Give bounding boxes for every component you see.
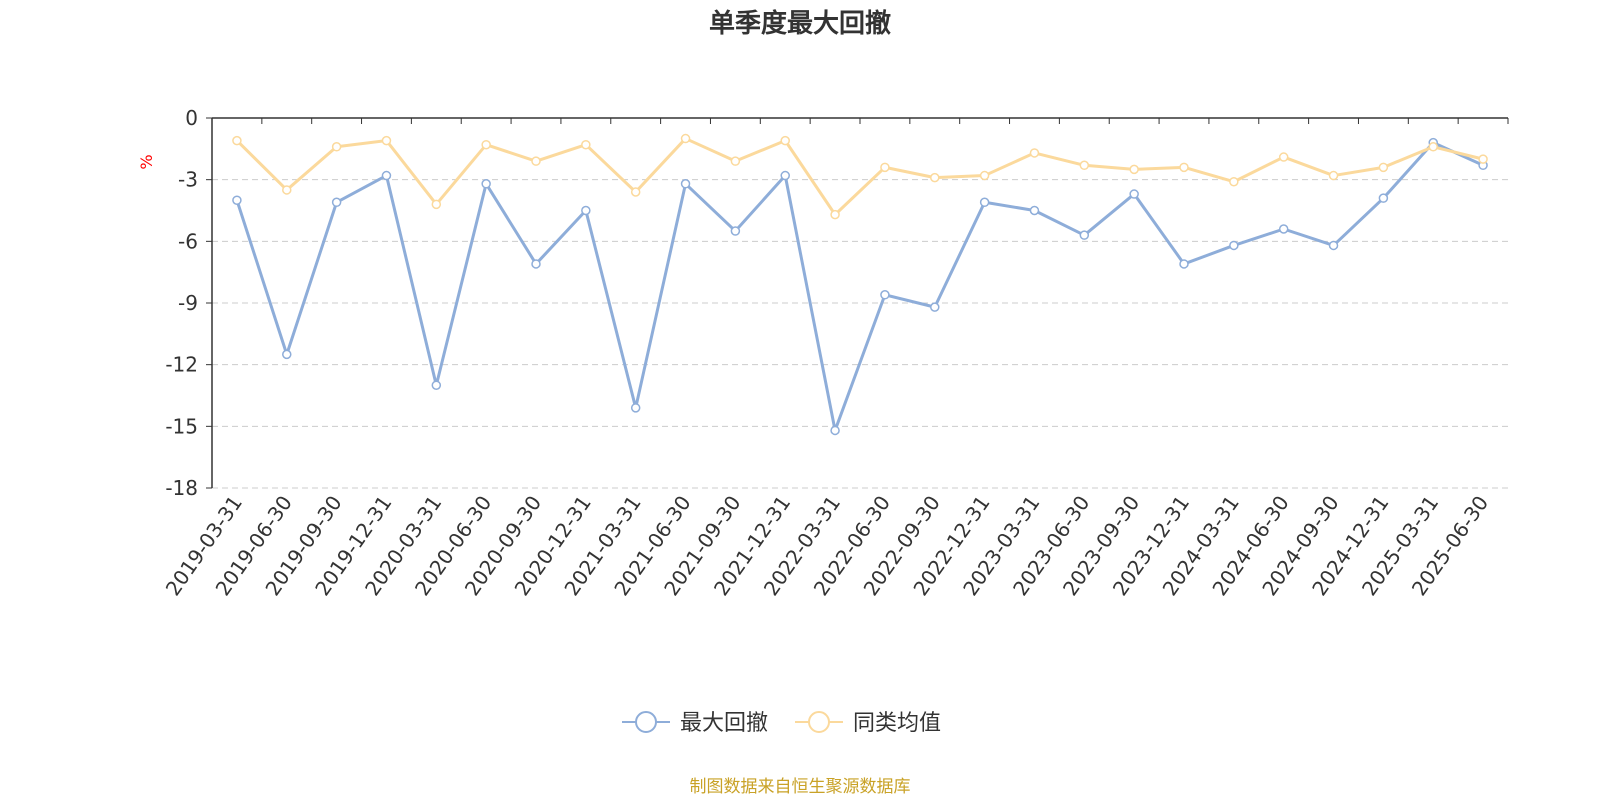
data-point <box>581 139 591 150</box>
data-point <box>979 170 990 181</box>
data-point <box>232 195 242 205</box>
y-tick-label: -9 <box>178 291 198 315</box>
data-point <box>780 135 790 146</box>
data-point <box>331 197 342 208</box>
y-tick-label: -6 <box>178 229 198 253</box>
data-point <box>1079 230 1090 240</box>
data-point <box>1129 189 1139 199</box>
data-point <box>930 172 940 183</box>
data-point <box>630 403 641 413</box>
data-point <box>1278 224 1289 234</box>
data-point <box>431 380 442 390</box>
y-axis-unit-label: % <box>137 154 156 169</box>
data-point <box>830 425 840 436</box>
data-point <box>1129 164 1139 175</box>
y-tick-label: -3 <box>178 168 198 192</box>
data-point <box>830 209 840 220</box>
data-point <box>1029 205 1040 216</box>
data-point <box>1029 148 1040 158</box>
data-point <box>531 259 541 269</box>
grid-lines <box>212 179 1508 489</box>
data-point <box>930 302 940 312</box>
data-point <box>1478 154 1488 164</box>
data-point <box>1378 193 1389 203</box>
data-point <box>381 135 392 146</box>
data-point <box>680 179 691 189</box>
data-point <box>630 187 641 197</box>
data-point <box>880 290 890 300</box>
series-line-2 <box>235 137 1484 217</box>
legend: 最大回撤 同类均值 <box>622 711 941 736</box>
source-note: 制图数据来自恒生聚源数据库 <box>690 777 911 797</box>
y-tick-label: -12 <box>165 353 198 377</box>
chart-title: 单季度最大回撤 <box>709 8 891 39</box>
legend-label: 最大回撤 <box>680 711 768 736</box>
data-point <box>1179 162 1189 173</box>
data-point <box>531 156 541 166</box>
data-point <box>232 135 242 146</box>
data-point <box>1328 170 1339 181</box>
data-point <box>1229 240 1239 251</box>
y-tick-label: -18 <box>165 476 198 500</box>
data-point <box>1278 152 1289 162</box>
data-point <box>979 197 990 208</box>
data-point <box>1428 142 1438 152</box>
legend-label: 同类均值 <box>853 711 941 736</box>
y-tick-label: 0 <box>185 106 198 130</box>
data-point <box>1079 160 1090 171</box>
data-point <box>780 170 790 181</box>
data-point <box>1179 259 1189 269</box>
data-point <box>381 170 392 181</box>
data-point <box>481 179 491 189</box>
series-lines <box>232 133 1488 436</box>
legend-circle-icon <box>808 711 830 733</box>
y-tick-label: -15 <box>165 414 198 438</box>
data-point <box>730 156 741 166</box>
legend-circle-icon <box>635 711 657 733</box>
data-point <box>880 162 890 173</box>
data-point <box>680 133 691 144</box>
data-point <box>730 226 741 236</box>
data-point <box>481 139 491 150</box>
data-point <box>1378 162 1389 173</box>
data-point <box>1229 176 1239 187</box>
data-point <box>431 199 442 210</box>
data-point <box>581 205 591 216</box>
data-point <box>282 349 292 360</box>
data-point <box>1328 240 1339 251</box>
series-line-1 <box>235 141 1484 432</box>
data-point <box>331 142 342 152</box>
data-point <box>282 185 292 195</box>
